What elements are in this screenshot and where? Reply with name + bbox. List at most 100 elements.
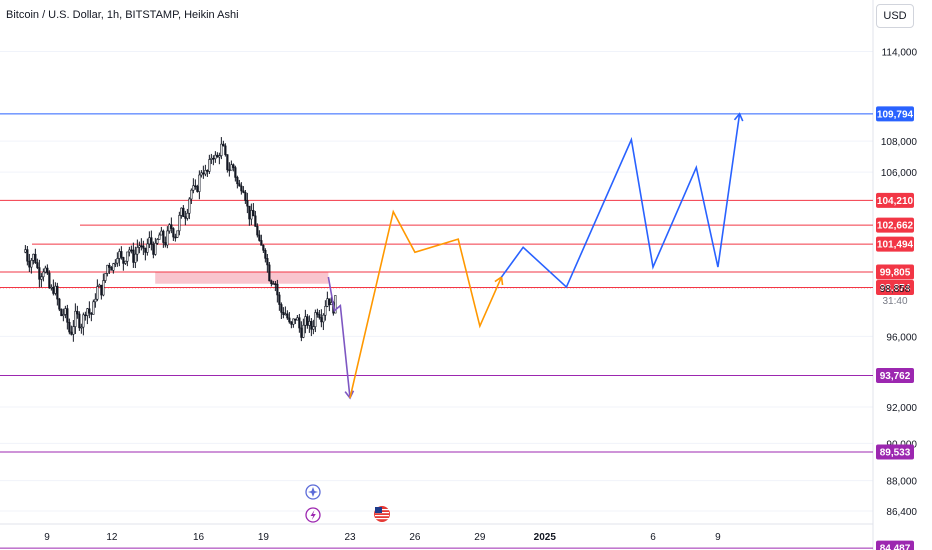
candle-body <box>258 234 261 241</box>
candle-body <box>28 260 31 268</box>
demand-zone-rect <box>155 272 329 284</box>
candle-body <box>242 190 245 193</box>
candle-body <box>218 155 221 158</box>
level-price-tag[interactable] <box>876 217 914 233</box>
currency-button[interactable]: USD <box>876 4 914 28</box>
level-price-tag[interactable] <box>876 236 914 252</box>
candle-body <box>290 321 293 325</box>
event-icons[interactable] <box>305 484 390 523</box>
candle-body <box>308 321 311 326</box>
level-price-tag[interactable] <box>876 540 914 550</box>
price-tick-label: 118,000 <box>882 0 918 1</box>
candle-body <box>120 251 123 258</box>
candle-body <box>216 154 219 158</box>
candle-body <box>322 314 325 323</box>
candle-body <box>244 192 247 201</box>
candle-body <box>46 267 49 274</box>
projection-purple-path[interactable] <box>327 276 351 399</box>
event-split-icon[interactable] <box>305 507 321 523</box>
candle-body <box>318 314 321 318</box>
economic-event-us-flag-icon[interactable] <box>374 506 390 522</box>
candle-body <box>150 237 153 245</box>
candle-body <box>158 234 161 240</box>
candle-body <box>80 326 83 329</box>
candle-body <box>172 228 175 238</box>
time-tick-label: 12 <box>106 532 118 543</box>
price-tick-label: 108,000 <box>881 137 918 148</box>
level-price-tag[interactable] <box>876 106 914 122</box>
candle-body <box>124 260 127 264</box>
demand-zone <box>155 272 329 284</box>
candle-body <box>236 177 239 185</box>
candlesticks <box>24 137 337 342</box>
candle-body <box>288 317 291 323</box>
candle-body <box>204 170 207 175</box>
candle-body <box>38 267 41 280</box>
candle-body <box>56 285 59 300</box>
level-price-text: 99,805 <box>880 267 911 278</box>
candle-body <box>84 314 87 317</box>
event-dividend-icon[interactable] <box>305 484 321 500</box>
price-tick-label: 96,000 <box>886 332 917 343</box>
candle-body <box>284 313 287 316</box>
candle-body <box>152 244 155 255</box>
candle-body <box>316 312 319 315</box>
price-axis[interactable]: 118,000 114,000 108,000 106,000 96,000 92,000… <box>876 0 917 550</box>
candle-body <box>136 247 139 255</box>
candle-body <box>254 215 257 227</box>
candle-body <box>98 284 101 287</box>
candle-body <box>58 298 61 310</box>
time-tick-label: 9 <box>44 532 50 543</box>
level-price-tag[interactable] <box>876 280 914 295</box>
projection-orange-path[interactable] <box>349 209 503 399</box>
candle-body <box>118 251 121 259</box>
candle-body <box>326 298 329 307</box>
candle-body <box>76 310 79 315</box>
candle-body <box>74 310 77 327</box>
candle-body <box>276 283 279 296</box>
candle-body <box>128 249 131 253</box>
time-axis[interactable]: 9 12 16 19 23 26 29 2025 6 9 <box>44 532 721 543</box>
candle-body <box>36 262 39 268</box>
candle-body <box>208 159 211 172</box>
candle-body <box>138 245 141 248</box>
candle-body <box>54 285 57 294</box>
candle-body <box>246 200 249 207</box>
candle-body <box>164 242 167 246</box>
projection-blue-path-arrowhead <box>733 112 744 122</box>
candle-body <box>206 170 209 172</box>
level-price-text: 93,762 <box>880 371 911 382</box>
candle-body <box>44 267 47 273</box>
candle-body <box>100 284 103 296</box>
candle-body <box>306 316 309 326</box>
level-price-tag[interactable] <box>876 368 914 383</box>
candle-body <box>328 298 331 306</box>
candle-body <box>34 253 37 263</box>
candle-body <box>130 249 133 252</box>
candle-body <box>220 143 223 156</box>
candle-body <box>92 301 95 315</box>
time-tick-label: 26 <box>409 532 421 543</box>
level-price-tag[interactable] <box>876 192 914 208</box>
candle-body <box>212 157 215 160</box>
projection-blue-path[interactable] <box>500 113 741 289</box>
candle-body <box>214 154 217 160</box>
candle-body <box>94 298 97 303</box>
candle-body <box>102 280 105 296</box>
candle-body <box>292 318 295 325</box>
candle-body <box>42 271 45 278</box>
time-tick-label: 6 <box>650 532 656 543</box>
candle-body <box>66 308 69 323</box>
time-tick-label: 9 <box>715 532 721 543</box>
level-price-tag[interactable] <box>876 444 914 460</box>
candle-body <box>266 258 269 266</box>
candle-body <box>24 249 27 253</box>
candle-body <box>114 262 117 265</box>
candle-body <box>122 257 125 264</box>
candle-body <box>40 276 43 280</box>
candle-body <box>142 245 145 249</box>
chart-title: Bitcoin / U.S. Dollar, 1h, BITSTAMP, Hei… <box>6 9 239 21</box>
candle-body <box>30 260 33 268</box>
level-price-tag[interactable] <box>876 264 914 280</box>
